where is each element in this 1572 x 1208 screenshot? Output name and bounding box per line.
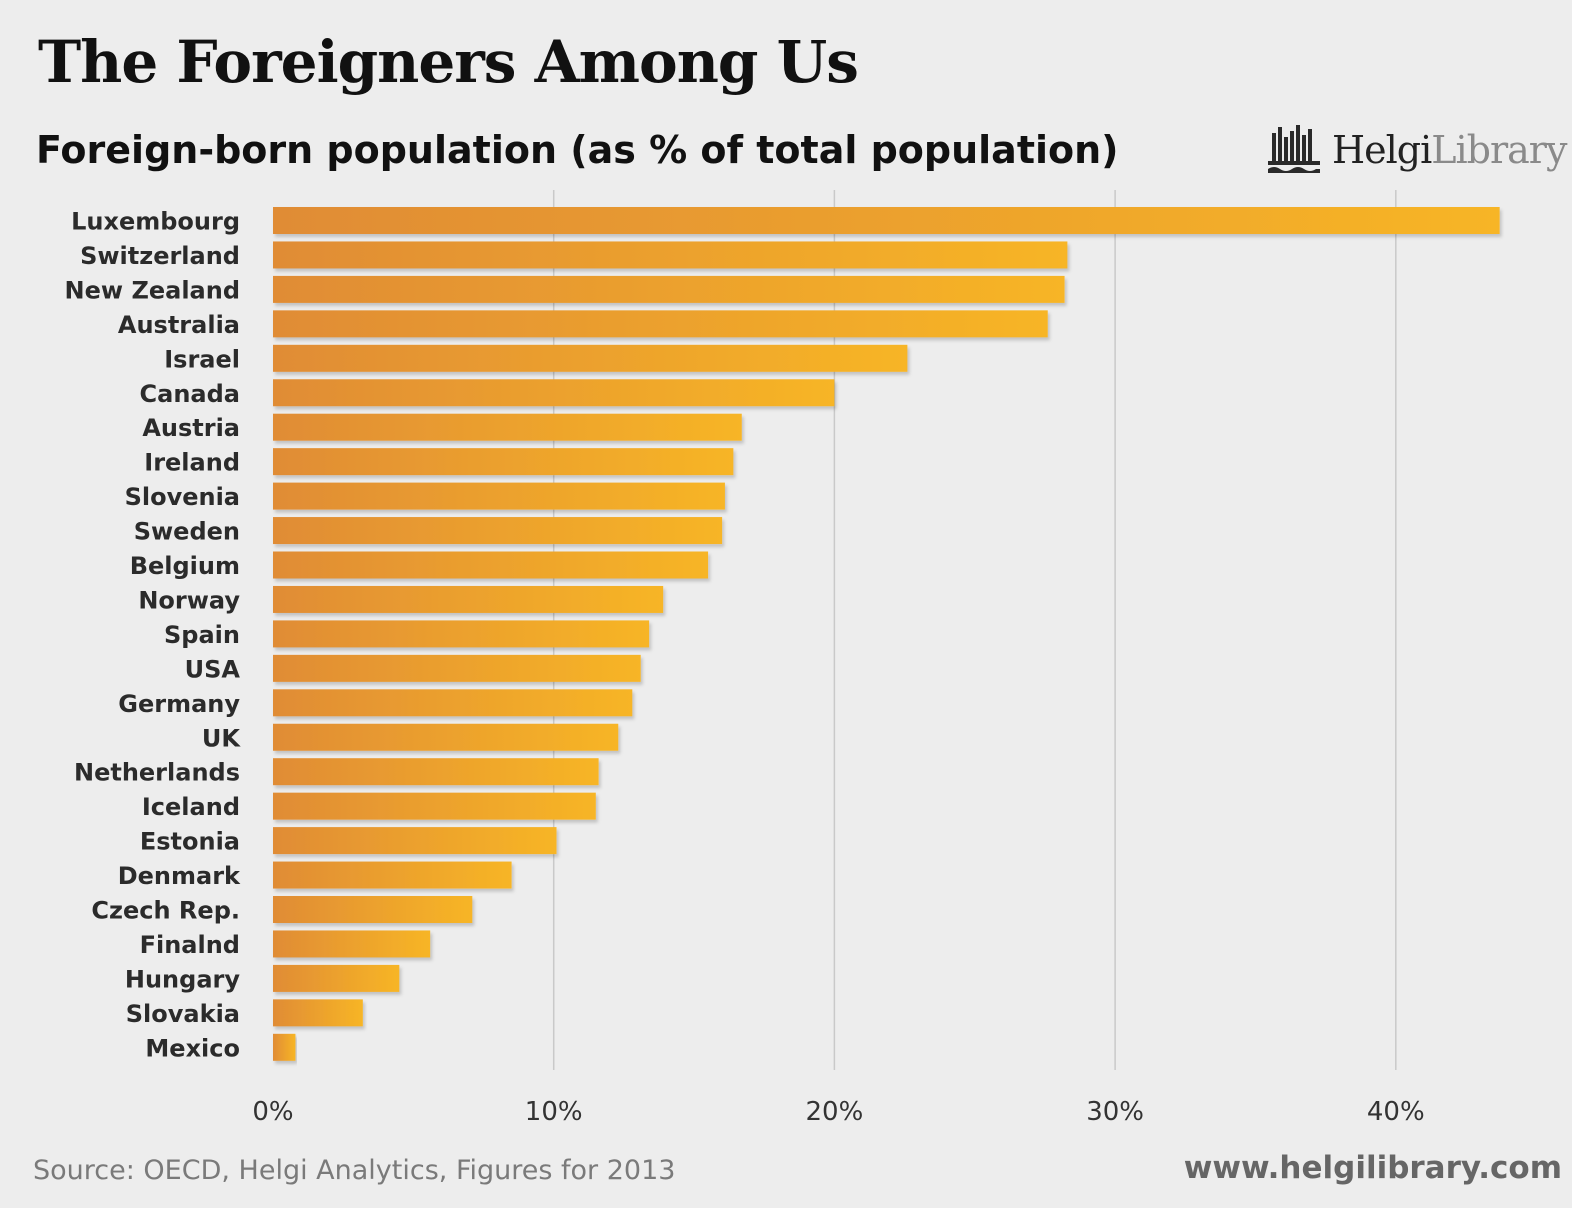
bar-iceland[interactable] [273, 792, 596, 820]
category-label: Hungary [125, 965, 240, 993]
bar-mexico[interactable] [273, 1033, 296, 1061]
category-label: Australia [118, 311, 240, 339]
bar-hungary[interactable] [273, 964, 400, 992]
category-label: Ireland [144, 449, 240, 477]
category-labels: Luxembourg Switzerland New Zealand Australi… [65, 208, 242, 1063]
bar-austria[interactable] [273, 413, 742, 441]
category-label: USA [185, 655, 241, 683]
bars [273, 207, 1500, 1061]
category-label: Spain [164, 621, 240, 649]
x-tick-label: 20% [806, 1097, 864, 1127]
x-tick-label: 30% [1086, 1097, 1144, 1127]
bar-canada[interactable] [273, 379, 835, 407]
library-logo-icon [1268, 125, 1320, 173]
bar-new-zealand[interactable] [273, 275, 1065, 303]
bar-luxembourg[interactable] [273, 207, 1500, 234]
helgi-library-logo[interactable]: HelgiLibrary [1266, 122, 1567, 178]
x-tick-label: 0% [252, 1097, 293, 1127]
category-label: Slovakia [126, 1000, 240, 1028]
logo-brand-bold: Helgi [1332, 128, 1432, 172]
category-label: Germany [118, 690, 240, 718]
category-label: Netherlands [74, 759, 240, 787]
bar-ireland[interactable] [273, 448, 734, 476]
category-label: Belgium [130, 552, 240, 580]
source-note: Source: OECD, Helgi Analytics, Figures f… [33, 1155, 676, 1186]
website-link[interactable]: www.helgilibrary.com [1183, 1150, 1562, 1186]
category-label: Czech Rep. [91, 897, 240, 925]
bar-slovakia[interactable] [273, 999, 363, 1027]
bar-slovenia[interactable] [273, 482, 725, 510]
bar-israel[interactable] [273, 344, 908, 372]
logo-wordmark: HelgiLibrary [1332, 128, 1567, 172]
bar-chart: Luxembourg Switzerland New Zealand Australi… [65, 190, 1500, 1127]
category-label: Finalnd [140, 931, 240, 959]
category-label: Canada [140, 380, 240, 408]
bar-belgium[interactable] [273, 551, 709, 579]
category-label: Luxembourg [71, 208, 240, 236]
x-tick-label: 40% [1367, 1097, 1425, 1127]
category-label: UK [202, 724, 241, 752]
bar-germany[interactable] [273, 689, 633, 717]
category-label: Israel [164, 345, 240, 373]
category-label: Austria [142, 414, 240, 442]
x-axis-tick-labels: 0% 10% 20% 30% 40% [252, 1097, 1424, 1127]
bar-norway[interactable] [273, 585, 664, 613]
bar-usa[interactable] [273, 654, 641, 682]
category-label: Switzerland [80, 242, 240, 270]
bar-finalnd[interactable] [273, 930, 431, 958]
bar-sweden[interactable] [273, 517, 723, 545]
category-label: New Zealand [65, 276, 240, 304]
bar-spain[interactable] [273, 620, 650, 648]
bar-australia[interactable] [273, 310, 1048, 338]
page-title: The Foreigners Among Us [38, 28, 859, 96]
category-label: Norway [138, 586, 240, 614]
x-tick-label: 10% [525, 1097, 583, 1127]
bar-uk[interactable] [273, 723, 619, 751]
category-label: Denmark [118, 862, 241, 890]
category-label: Mexico [145, 1034, 240, 1062]
category-label: Estonia [140, 828, 240, 856]
bar-czech-rep[interactable] [273, 896, 473, 923]
bar-estonia[interactable] [273, 827, 557, 855]
bar-denmark[interactable] [273, 861, 512, 889]
chart-subtitle: Foreign-born population (as % of total p… [36, 128, 1119, 172]
bar-netherlands[interactable] [273, 758, 599, 786]
logo-brand-light: Library [1431, 128, 1567, 172]
bar-switzerland[interactable] [273, 241, 1068, 269]
category-label: Slovenia [125, 483, 240, 511]
category-label: Sweden [134, 518, 240, 546]
category-label: Iceland [142, 793, 240, 821]
